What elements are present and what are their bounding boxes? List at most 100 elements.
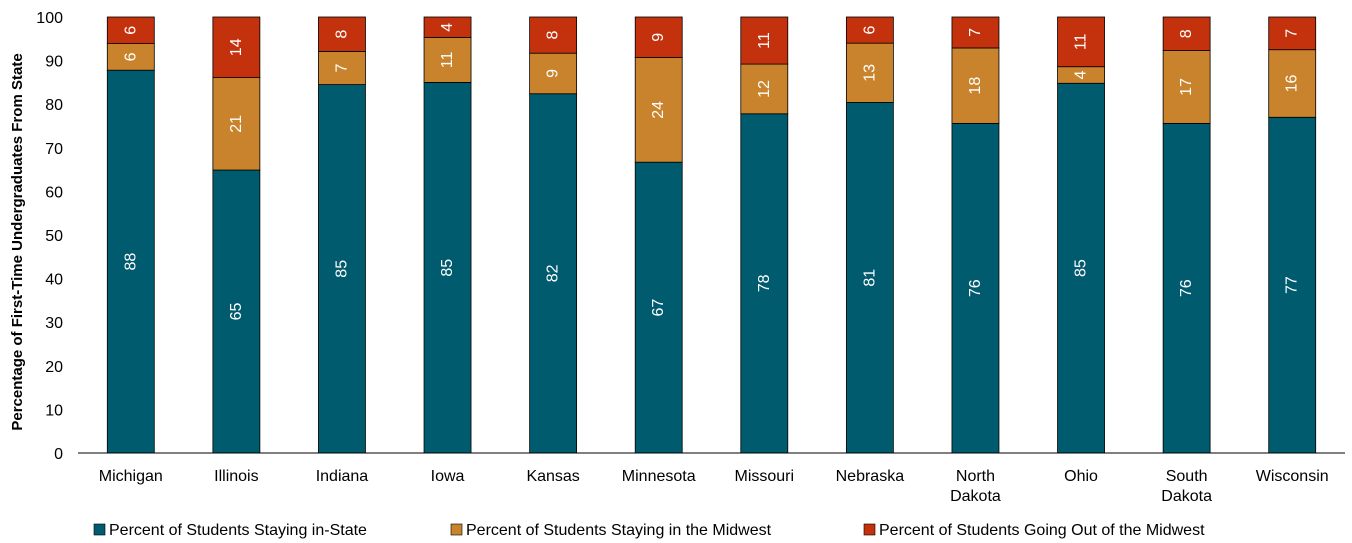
y-tick-label: 70 — [45, 141, 63, 158]
bar-segment — [845, 42, 894, 103]
x-tick-label: Missouri — [735, 468, 795, 485]
data-label: 77 — [1284, 276, 1301, 294]
bar-segment — [1162, 50, 1211, 124]
x-tick-label: Nebraska — [836, 468, 905, 485]
legend-label: Percent of Students Going Out of the Mid… — [879, 522, 1205, 539]
bar-segment — [845, 102, 894, 454]
y-axis-label: Percentage of First-Time Undergraduates … — [9, 53, 26, 430]
y-tick-label: 80 — [45, 97, 63, 114]
data-label: 9 — [545, 69, 562, 78]
data-label: 4 — [1073, 70, 1090, 79]
data-label: 12 — [756, 80, 773, 98]
bar-segment — [212, 16, 261, 79]
data-label: 76 — [967, 279, 984, 297]
y-tick-label: 60 — [45, 184, 63, 201]
bar-segment — [740, 63, 789, 115]
data-label: 85 — [333, 260, 350, 278]
bar-segment — [212, 77, 261, 171]
legend-item: Percent of Students Staying in the Midwe… — [450, 522, 772, 539]
y-tick-label: 20 — [45, 359, 63, 376]
x-tick-label: South — [1166, 468, 1208, 485]
data-label: 88 — [122, 253, 139, 271]
data-label: 11 — [756, 32, 773, 49]
bar-segment — [106, 16, 155, 44]
data-label: 16 — [1284, 74, 1301, 92]
bar-segment — [1268, 116, 1317, 454]
bar-segment — [529, 16, 578, 54]
bar-segment — [423, 16, 472, 38]
data-label: 11 — [439, 52, 456, 69]
data-label: 7 — [333, 63, 350, 72]
bar-segment — [951, 16, 1000, 49]
data-label: 6 — [122, 26, 139, 35]
data-label: 7 — [1284, 29, 1301, 38]
data-label: 81 — [861, 269, 878, 287]
x-tick-label: Iowa — [431, 468, 465, 485]
bar-segment — [634, 57, 683, 163]
x-tick-label: Indiana — [316, 468, 369, 485]
bar-segment — [423, 37, 472, 83]
x-tick-label: North — [956, 468, 995, 485]
data-label: 85 — [1073, 259, 1090, 277]
y-tick-label: 30 — [45, 315, 63, 332]
x-tick-label: Ohio — [1064, 468, 1098, 485]
x-tick-label: Michigan — [99, 468, 163, 485]
data-label: 76 — [1178, 279, 1195, 297]
y-tick-label: 10 — [45, 402, 63, 419]
x-tick-label: Kansas — [526, 468, 579, 485]
bar-segment — [529, 93, 578, 454]
legend-item: Percent of Students Going Out of the Mid… — [863, 522, 1205, 539]
y-tick-label: 50 — [45, 228, 63, 245]
data-label: 4 — [439, 23, 456, 32]
bar-segment — [529, 52, 578, 95]
y-tick-label: 90 — [45, 54, 63, 71]
data-label: 6 — [861, 26, 878, 35]
bar-segment — [634, 16, 683, 58]
data-label: 8 — [333, 30, 350, 39]
bar-segment — [634, 161, 683, 454]
bar-segment — [1162, 16, 1211, 51]
data-label: 8 — [1178, 29, 1195, 38]
bar-segment — [106, 69, 155, 454]
data-label: 14 — [228, 38, 245, 56]
data-label: 24 — [650, 101, 667, 119]
bar-segment — [212, 169, 261, 454]
data-label: 17 — [1178, 78, 1195, 96]
x-tick-label: Illinois — [214, 468, 258, 485]
bar-segment — [740, 16, 789, 65]
bar-segment — [318, 16, 366, 52]
data-label: 82 — [545, 264, 562, 282]
bar-segment — [1057, 16, 1105, 68]
y-tick-label: 40 — [45, 272, 63, 289]
data-label: 85 — [439, 259, 456, 277]
data-label: 18 — [967, 77, 984, 95]
bar-segment — [951, 47, 1000, 124]
bar-segment — [740, 113, 789, 454]
data-label: 65 — [228, 303, 245, 321]
legend-label: Percent of Students Staying in the Midwe… — [466, 522, 772, 539]
data-label: 8 — [545, 31, 562, 40]
bar-segment — [423, 82, 472, 454]
bar-segment — [951, 122, 1000, 454]
data-label: 7 — [967, 28, 984, 37]
y-tick-label: 0 — [54, 446, 63, 463]
legend-label: Percent of Students Staying in-State — [109, 522, 367, 539]
data-label: 11 — [1073, 33, 1090, 50]
legend-swatch — [93, 523, 106, 536]
bar-segment — [106, 43, 155, 71]
legend-swatch — [450, 523, 463, 536]
data-label: 78 — [756, 274, 773, 292]
y-tick-label: 100 — [36, 10, 63, 27]
x-tick-label: Dakota — [1161, 488, 1212, 505]
x-tick-label: Minnesota — [622, 468, 696, 485]
x-tick-label: Dakota — [950, 488, 1001, 505]
x-tick-label: Wisconsin — [1256, 468, 1329, 485]
data-label: 6 — [122, 52, 139, 61]
legend-item: Percent of Students Staying in-State — [93, 522, 367, 539]
bar-segment — [318, 51, 366, 85]
legend-swatch — [863, 523, 876, 536]
data-label: 9 — [650, 33, 667, 42]
data-label: 67 — [650, 299, 667, 317]
